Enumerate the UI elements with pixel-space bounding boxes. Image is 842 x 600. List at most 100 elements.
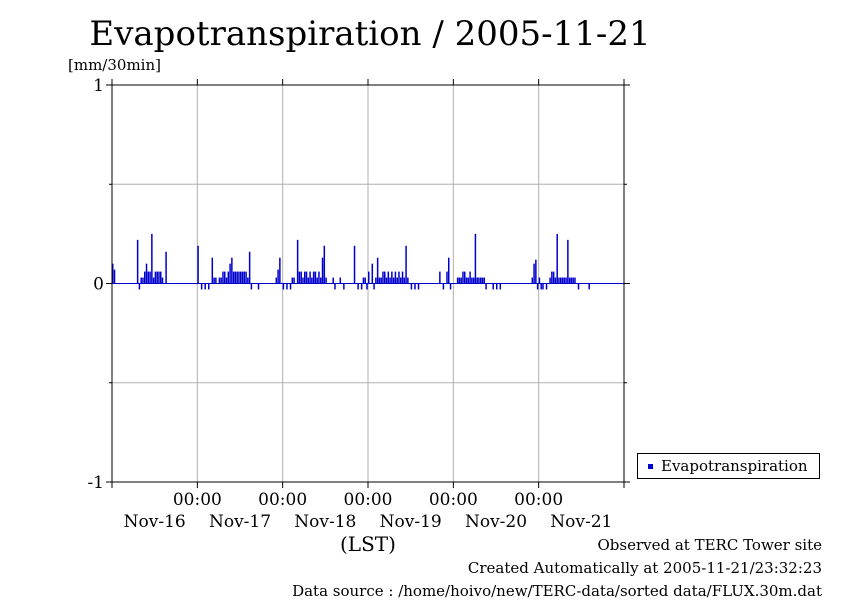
x-tick-date-label: Nov-16: [124, 512, 186, 532]
data-bar: [144, 271, 146, 284]
data-bar: [291, 277, 294, 284]
data-bar: [245, 271, 247, 284]
legend-label: Evapotranspiration: [661, 457, 808, 475]
data-bar: [296, 239, 299, 284]
data-bar: [307, 277, 310, 284]
x-tick-time-label: 00:00: [514, 490, 563, 510]
x-tick-date-label: Nov-19: [380, 512, 442, 532]
data-bar: [538, 277, 541, 284]
data-bar: [360, 283, 363, 290]
data-bar: [309, 271, 311, 284]
data-bar: [257, 283, 260, 290]
data-bar: [138, 283, 141, 290]
data-bar: [140, 277, 142, 284]
data-bar: [300, 271, 302, 284]
data-bar: [382, 271, 384, 284]
data-bar: [467, 277, 470, 284]
data-bar: [151, 233, 153, 284]
data-bar: [561, 277, 564, 284]
y-tick-label: 1: [93, 76, 104, 96]
data-bar: [442, 283, 445, 290]
data-bar: [496, 283, 498, 290]
data-bar: [549, 277, 551, 284]
data-bar: [407, 277, 409, 284]
data-bar: [492, 283, 494, 290]
data-bar: [378, 277, 381, 284]
data-bar: [542, 283, 544, 290]
data-bar: [325, 277, 327, 284]
data-bar: [364, 277, 366, 284]
data-bar: [568, 277, 571, 284]
data-bar: [208, 283, 210, 290]
data-bar: [323, 245, 326, 284]
data-bar: [243, 271, 246, 284]
data-bar: [227, 271, 230, 284]
data-bar: [567, 239, 569, 284]
chart-title: Evapotranspiration / 2005-11-21: [89, 14, 651, 54]
data-bar: [481, 277, 484, 284]
data-bar: [554, 277, 557, 284]
x-tick-time-label: 00:00: [344, 490, 393, 510]
data-bar: [563, 277, 566, 284]
data-bar: [154, 271, 157, 284]
data-bar: [240, 271, 242, 284]
data-bar: [289, 283, 292, 290]
data-bar: [396, 277, 398, 284]
data-bar: [469, 271, 471, 284]
data-bar: [499, 283, 502, 290]
data-bar: [231, 257, 233, 284]
data-bar: [533, 263, 535, 284]
data-bar: [458, 277, 461, 284]
data-bar: [248, 251, 251, 284]
data-bar: [304, 271, 306, 284]
data-bar: [483, 277, 486, 284]
data-bar: [398, 271, 400, 284]
x-axis-label: (LST): [340, 532, 396, 556]
legend: Evapotranspiration: [637, 453, 820, 479]
data-bar: [476, 277, 478, 284]
data-bar: [343, 283, 345, 290]
data-bar: [229, 263, 231, 284]
data-bar: [572, 277, 574, 284]
data-bar: [149, 271, 151, 284]
data-bar: [464, 271, 466, 284]
data-bar: [462, 271, 464, 284]
x-tick-date-label: Nov-18: [294, 512, 356, 532]
data-bar: [376, 257, 379, 284]
data-bar: [471, 277, 473, 284]
footer-data-source: Data source : /home/hoivo/new/TERC-data/…: [292, 582, 822, 600]
x-tick-date-label: Nov-17: [209, 512, 271, 532]
data-bar: [236, 271, 238, 284]
data-bar: [279, 257, 281, 284]
data-bar: [448, 257, 450, 284]
data-bar: [241, 271, 244, 284]
data-bar: [165, 251, 167, 284]
data-bar: [250, 283, 253, 290]
data-bar: [332, 277, 334, 284]
data-bar: [311, 277, 313, 284]
data-bar: [339, 277, 342, 284]
data-bar: [113, 269, 116, 284]
data-bar: [211, 257, 214, 284]
data-bar: [474, 233, 477, 284]
data-bar: [238, 271, 240, 284]
data-bar: [446, 271, 448, 284]
data-bar: [366, 283, 368, 290]
data-bar: [449, 283, 452, 290]
data-bar: [197, 245, 199, 284]
data-bar: [535, 259, 537, 284]
data-bar: [215, 277, 217, 284]
legend-swatch-icon: [648, 463, 653, 469]
data-bar: [357, 283, 359, 290]
data-bar: [400, 277, 402, 284]
data-bar: [225, 277, 228, 284]
data-bar: [577, 283, 580, 290]
data-bar: [485, 283, 487, 290]
data-bar: [391, 271, 393, 284]
data-bar: [275, 277, 278, 284]
data-bar: [531, 277, 534, 284]
data-bar: [478, 277, 480, 284]
data-bar: [558, 277, 560, 284]
data-bar: [156, 271, 158, 284]
